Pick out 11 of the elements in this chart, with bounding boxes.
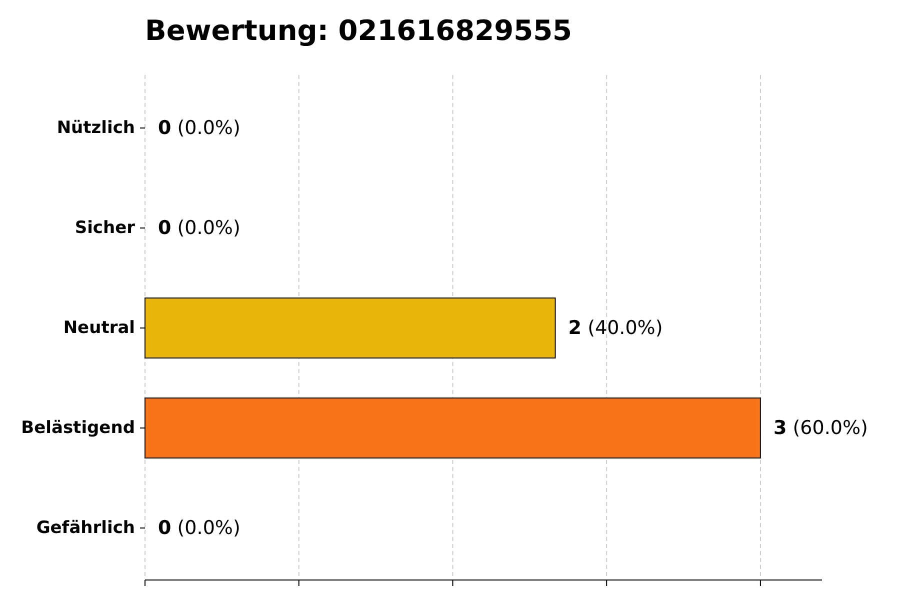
y-tick-label: Neutral — [63, 318, 135, 338]
y-tick-label: Belästigend — [21, 418, 135, 438]
data-label: 2 (40.0%) — [568, 317, 663, 339]
y-tick-label: Gefährlich — [36, 518, 135, 538]
data-label: 0 (0.0%) — [158, 517, 240, 539]
data-label: 3 (60.0%) — [773, 417, 868, 439]
data-label: 0 (0.0%) — [158, 217, 240, 239]
chart-title: Bewertung: 021616829555 — [145, 14, 572, 47]
y-tick-label: Sicher — [74, 218, 136, 238]
data-label: 0 (0.0%) — [158, 117, 240, 139]
y-tick-label: Nützlich — [56, 118, 135, 138]
